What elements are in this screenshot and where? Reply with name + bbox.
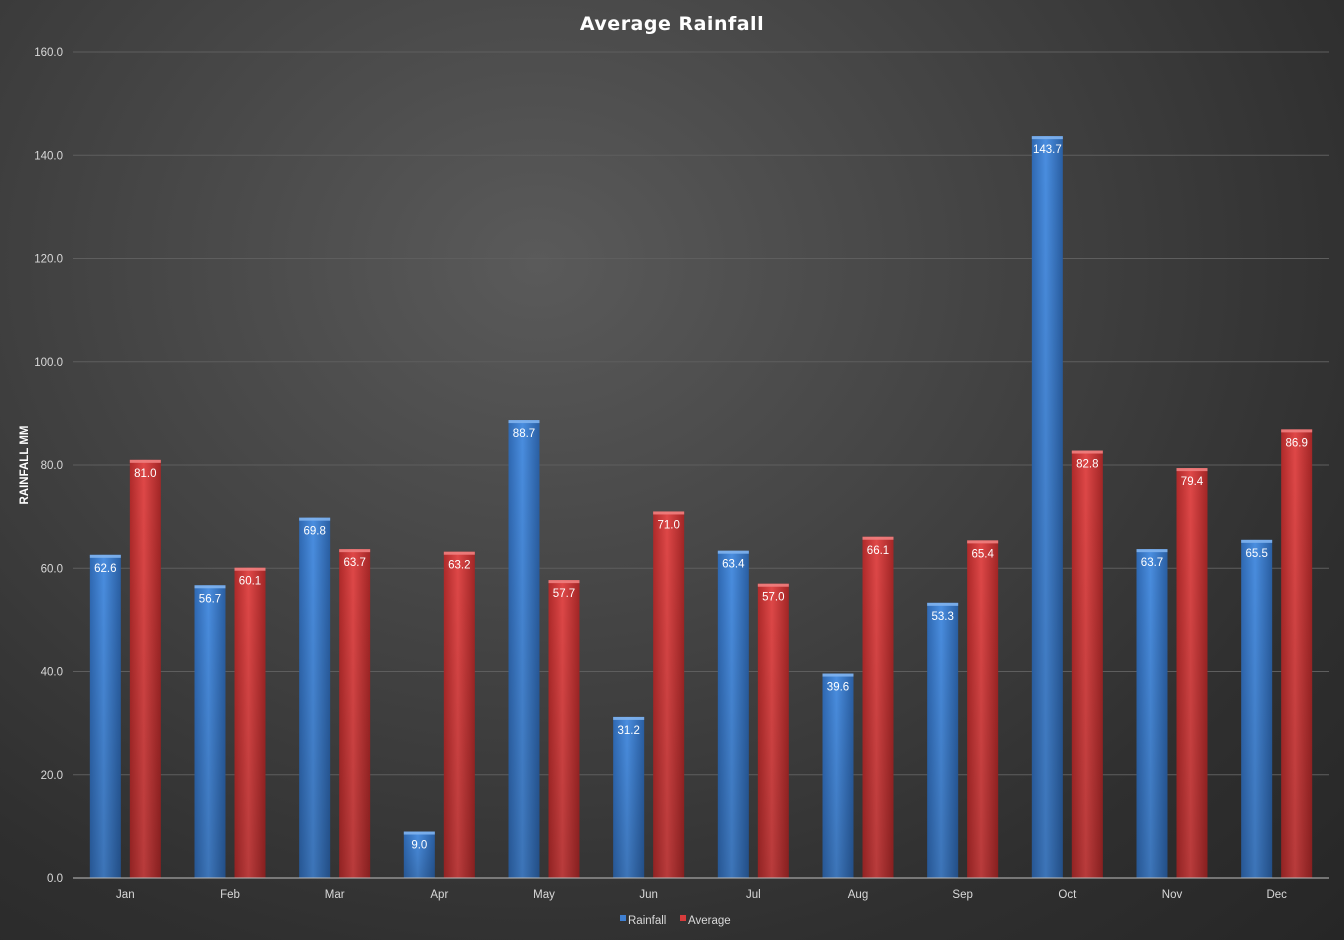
- bar-rainfall: [717, 550, 749, 878]
- data-label: 39.6: [827, 682, 849, 694]
- bar-average: [129, 459, 161, 878]
- y-tick-label: 100.0: [34, 357, 63, 369]
- y-axis-ticks: 0.0 20.0 40.0 60.0 80.0 100.0 120.0 140.0 160.0: [34, 47, 63, 885]
- chart-title: Average Rainfall: [580, 13, 764, 35]
- data-label: 88.7: [513, 428, 535, 440]
- data-label: 63.7: [1141, 557, 1163, 569]
- x-tick-label: Feb: [220, 889, 240, 901]
- legend-swatch: [680, 915, 686, 921]
- y-tick-label: 60.0: [41, 563, 63, 575]
- x-tick-label: Apr: [430, 889, 448, 901]
- x-tick-label: Oct: [1058, 889, 1077, 901]
- data-label: 56.7: [199, 593, 221, 605]
- data-label: 63.2: [448, 560, 470, 572]
- legend: Rainfall Average: [620, 915, 731, 927]
- bar-average: [548, 580, 580, 878]
- data-label: 57.0: [762, 592, 784, 604]
- bar-rainfall: [508, 420, 540, 878]
- bar-average: [967, 540, 999, 878]
- y-tick-label: 40.0: [41, 667, 63, 679]
- y-tick-label: 20.0: [41, 770, 63, 782]
- bar-rainfall: [1241, 539, 1273, 878]
- x-axis-ticks: Jan Feb Mar Apr May Jun Jul Aug Sep Oct Nov Dec: [116, 889, 1287, 901]
- legend-label: Rainfall: [628, 915, 666, 927]
- x-tick-label: Nov: [1162, 889, 1183, 901]
- bar-rainfall: [1031, 136, 1063, 878]
- legend-item-average: Average: [680, 915, 731, 927]
- data-label: 62.6: [94, 563, 116, 575]
- data-label: 143.7: [1033, 144, 1062, 156]
- data-label: 79.4: [1181, 476, 1204, 488]
- x-tick-label: Dec: [1266, 889, 1287, 901]
- bar-rainfall: [194, 585, 226, 878]
- legend-swatch: [620, 915, 626, 921]
- legend-item-rainfall: Rainfall: [620, 915, 666, 927]
- data-label: 69.8: [303, 526, 325, 538]
- data-label: 65.5: [1245, 548, 1267, 560]
- bar-rainfall: [927, 602, 959, 878]
- x-tick-label: May: [533, 889, 555, 901]
- bar-average: [339, 549, 371, 878]
- bar-average: [1176, 468, 1208, 878]
- bar-average: [234, 567, 266, 878]
- gridlines: [73, 51, 1329, 776]
- bar-rainfall: [1136, 549, 1168, 878]
- bar-average: [653, 511, 685, 878]
- data-label: 81.0: [134, 468, 156, 480]
- bar-average: [1281, 429, 1313, 878]
- y-tick-label: 140.0: [34, 150, 63, 162]
- y-tick-label: 80.0: [41, 460, 63, 472]
- data-label: 71.0: [657, 519, 679, 531]
- legend-label: Average: [688, 915, 731, 927]
- bars: 62.6 81.0 56.7 60.1 69.8 63.7 9.0 63.2 88.7 57.7 3…: [89, 136, 1313, 878]
- y-axis-label: RAINFALL MM: [19, 425, 31, 504]
- y-tick-label: 0.0: [47, 873, 63, 885]
- x-tick-label: Jun: [639, 889, 658, 901]
- bar-average: [1071, 450, 1103, 878]
- x-tick-label: Jul: [746, 889, 761, 901]
- bar-average: [443, 551, 475, 878]
- data-label: 65.4: [971, 548, 994, 560]
- data-label: 57.7: [553, 588, 575, 600]
- x-tick-label: Sep: [952, 889, 972, 901]
- data-label: 63.4: [722, 559, 745, 571]
- data-label: 9.0: [411, 840, 427, 852]
- data-label: 86.9: [1285, 437, 1307, 449]
- bar-average: [757, 583, 789, 878]
- data-label: 31.2: [617, 725, 639, 737]
- data-label: 53.3: [931, 611, 953, 623]
- data-label: 82.8: [1076, 459, 1098, 471]
- data-label: 66.1: [867, 545, 889, 557]
- x-tick-label: Mar: [325, 889, 345, 901]
- bar-average: [862, 536, 894, 878]
- bar-rainfall: [822, 673, 854, 878]
- bar-rainfall: [613, 716, 645, 878]
- bar-rainfall: [299, 517, 331, 878]
- x-tick-label: Jan: [116, 889, 135, 901]
- y-tick-label: 120.0: [34, 254, 63, 266]
- data-label: 60.1: [239, 576, 261, 588]
- bar-rainfall: [89, 554, 121, 878]
- x-tick-label: Aug: [848, 889, 868, 901]
- y-tick-label: 160.0: [34, 47, 63, 59]
- bar-rainfall: [403, 831, 435, 878]
- data-label: 63.7: [343, 557, 365, 569]
